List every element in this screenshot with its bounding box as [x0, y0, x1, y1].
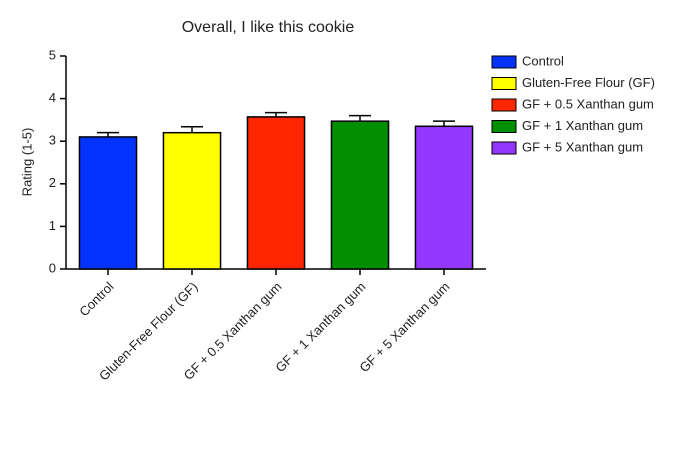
legend-swatch	[491, 98, 517, 112]
legend-label: Control	[522, 53, 564, 68]
legend-label: Gluten-Free Flour (GF)	[522, 75, 655, 90]
bar	[414, 125, 474, 270]
legend-swatch	[491, 55, 517, 69]
bar	[78, 136, 138, 270]
legend-label: GF + 5 Xanthan gum	[522, 139, 643, 154]
y-tick-label: 0	[49, 260, 56, 275]
legend-label: GF + 0.5 Xanthan gum	[522, 96, 654, 111]
bar	[246, 116, 306, 270]
bar	[162, 131, 222, 270]
y-tick-label: 4	[49, 90, 56, 105]
legend-swatch	[491, 141, 517, 155]
legend-swatch	[491, 77, 517, 90]
legend-label: GF + 1 Xanthan gum	[522, 118, 643, 133]
x-tick-label: GF + 1 Xanthan gum	[272, 279, 368, 375]
x-tick-label: GF + 5 Xanthan gum	[356, 279, 452, 375]
x-tick-label: Control	[76, 279, 116, 319]
chart-title: Overall, I like this cookie	[182, 19, 355, 36]
legend-swatch	[491, 120, 517, 133]
y-tick-label: 5	[49, 47, 56, 62]
y-axis-label: Rating (1-5)	[19, 128, 34, 197]
y-tick-label: 1	[49, 218, 56, 233]
y-tick-label: 2	[49, 175, 56, 190]
bar	[330, 120, 390, 270]
y-tick-label: 3	[49, 133, 56, 148]
x-tick-label: GF + 0.5 Xanthan gum	[181, 279, 285, 383]
